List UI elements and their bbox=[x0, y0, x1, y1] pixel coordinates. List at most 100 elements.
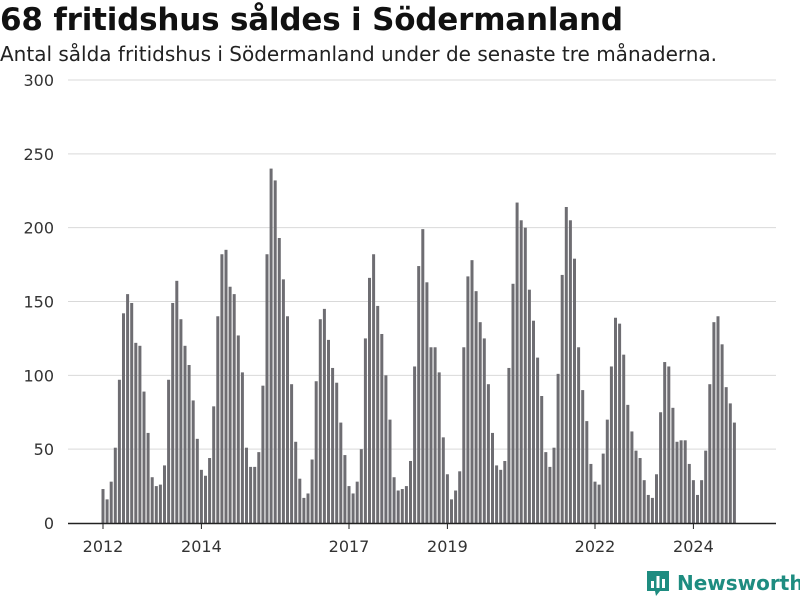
bar bbox=[634, 450, 638, 523]
bar bbox=[700, 480, 704, 523]
bar bbox=[392, 477, 396, 523]
bar bbox=[150, 477, 154, 523]
bar bbox=[523, 227, 527, 523]
bar bbox=[589, 463, 593, 523]
bar bbox=[409, 460, 412, 523]
bar bbox=[122, 313, 125, 523]
y-tick-label: 200 bbox=[23, 219, 54, 238]
bar bbox=[413, 366, 417, 523]
bar bbox=[417, 266, 421, 523]
value-annotation: 68 bbox=[732, 0, 752, 4]
bar bbox=[290, 384, 294, 523]
bar bbox=[560, 274, 564, 523]
bar bbox=[253, 466, 257, 523]
bar bbox=[437, 372, 441, 523]
bar bbox=[277, 238, 281, 523]
bar bbox=[441, 437, 445, 523]
bar bbox=[175, 280, 179, 523]
bar bbox=[618, 323, 622, 523]
bar bbox=[359, 449, 363, 523]
y-tick-label: 100 bbox=[23, 366, 54, 385]
bar bbox=[224, 249, 228, 524]
y-tick-label: 300 bbox=[23, 71, 54, 90]
bar bbox=[257, 452, 261, 523]
bar-chart-logo-icon bbox=[647, 571, 669, 596]
bar bbox=[273, 180, 277, 523]
bar bbox=[154, 486, 158, 523]
bar bbox=[675, 441, 679, 523]
bar bbox=[450, 499, 453, 523]
bar bbox=[298, 478, 302, 523]
bar bbox=[396, 490, 400, 523]
y-tick-label: 150 bbox=[23, 293, 54, 312]
bar bbox=[601, 453, 605, 523]
bar bbox=[339, 422, 343, 523]
bar bbox=[314, 381, 318, 523]
bar bbox=[577, 347, 581, 523]
bar bbox=[650, 497, 654, 523]
bar bbox=[532, 320, 535, 523]
bar bbox=[384, 375, 388, 523]
bar bbox=[552, 447, 556, 523]
bar bbox=[593, 481, 597, 523]
bar bbox=[491, 432, 494, 523]
bar bbox=[101, 489, 105, 523]
bar bbox=[585, 421, 589, 523]
bar bbox=[646, 494, 650, 523]
bar bbox=[568, 220, 572, 524]
bar bbox=[245, 447, 248, 523]
bar bbox=[318, 319, 322, 523]
bar bbox=[573, 258, 576, 523]
bar bbox=[544, 452, 548, 523]
page-subtitle: Antal sålda fritidshus i Södermanland un… bbox=[0, 42, 718, 66]
bar bbox=[527, 289, 531, 523]
annotations: 68 bbox=[730, 0, 754, 6]
newsworthy-logo: Newsworthy bbox=[645, 569, 800, 597]
bar bbox=[327, 339, 330, 523]
bar bbox=[556, 373, 560, 523]
bar bbox=[372, 254, 376, 523]
bar bbox=[281, 279, 285, 523]
bar bbox=[638, 458, 642, 523]
bar bbox=[286, 316, 289, 523]
brand-name: Newsworthy bbox=[677, 571, 800, 595]
bar bbox=[355, 481, 359, 523]
bar bbox=[187, 364, 191, 523]
bar bbox=[458, 471, 462, 523]
bar bbox=[687, 463, 691, 523]
bar bbox=[376, 305, 380, 523]
y-tick-label: 250 bbox=[23, 145, 54, 164]
bar bbox=[130, 302, 134, 523]
bar bbox=[482, 338, 486, 523]
bar bbox=[236, 335, 240, 523]
bar bbox=[454, 490, 458, 523]
bar bbox=[310, 459, 314, 523]
x-axis bbox=[68, 522, 776, 529]
bar bbox=[269, 168, 273, 523]
bar bbox=[667, 366, 671, 523]
bar bbox=[199, 469, 203, 523]
bar bbox=[306, 493, 310, 523]
bar bbox=[478, 322, 482, 523]
bar bbox=[347, 486, 351, 523]
x-tick-label: 2017 bbox=[329, 537, 370, 556]
axis-labels: 0 50 100 150 200 250 300 2012 2014 2017 2019 2022 20… bbox=[23, 71, 713, 556]
bar bbox=[716, 316, 720, 523]
bar bbox=[195, 438, 199, 523]
bar bbox=[220, 254, 224, 523]
bar bbox=[597, 484, 601, 523]
bar bbox=[208, 458, 212, 523]
bar bbox=[433, 347, 437, 523]
bar bbox=[212, 406, 216, 523]
bar bbox=[167, 379, 171, 523]
bar bbox=[630, 431, 634, 523]
bar bbox=[515, 202, 519, 523]
x-tick-label: 2022 bbox=[575, 537, 616, 556]
bar bbox=[429, 347, 433, 523]
bar bbox=[712, 322, 716, 523]
bar bbox=[134, 342, 138, 523]
bar bbox=[581, 390, 585, 523]
bar bbox=[720, 344, 724, 523]
bar bbox=[495, 465, 499, 523]
